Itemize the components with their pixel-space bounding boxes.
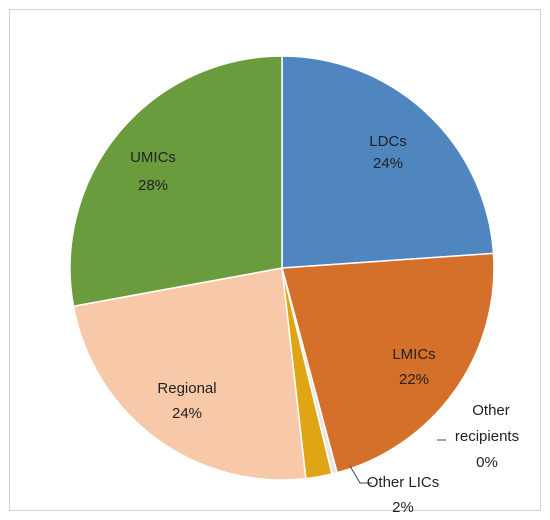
pie-slice — [72, 267, 307, 481]
pie-slice — [69, 55, 283, 308]
pie — [69, 55, 495, 481]
slice-value-label: 28% — [138, 177, 168, 194]
slice-label-line: recipients — [455, 428, 519, 445]
leader-line — [349, 465, 372, 484]
slice-value-label: 0% — [476, 454, 498, 471]
slice-label: Regional — [157, 380, 216, 397]
pie-slice — [281, 55, 495, 269]
slice-label: Other recipients — [455, 402, 519, 445]
slice-label-line: Other — [472, 402, 510, 419]
slice-label: UMICs — [130, 149, 176, 166]
slice-value-label: 2% — [392, 499, 414, 516]
slice-value-label: 22% — [399, 371, 429, 388]
pie-slice — [281, 252, 495, 474]
slice-label: Other LICs — [367, 474, 440, 491]
slice-value-label: 24% — [373, 155, 403, 172]
slice-value-label: 24% — [172, 405, 202, 422]
slice-label: LDCs — [369, 133, 407, 150]
slice-label: LMICs — [392, 346, 435, 363]
